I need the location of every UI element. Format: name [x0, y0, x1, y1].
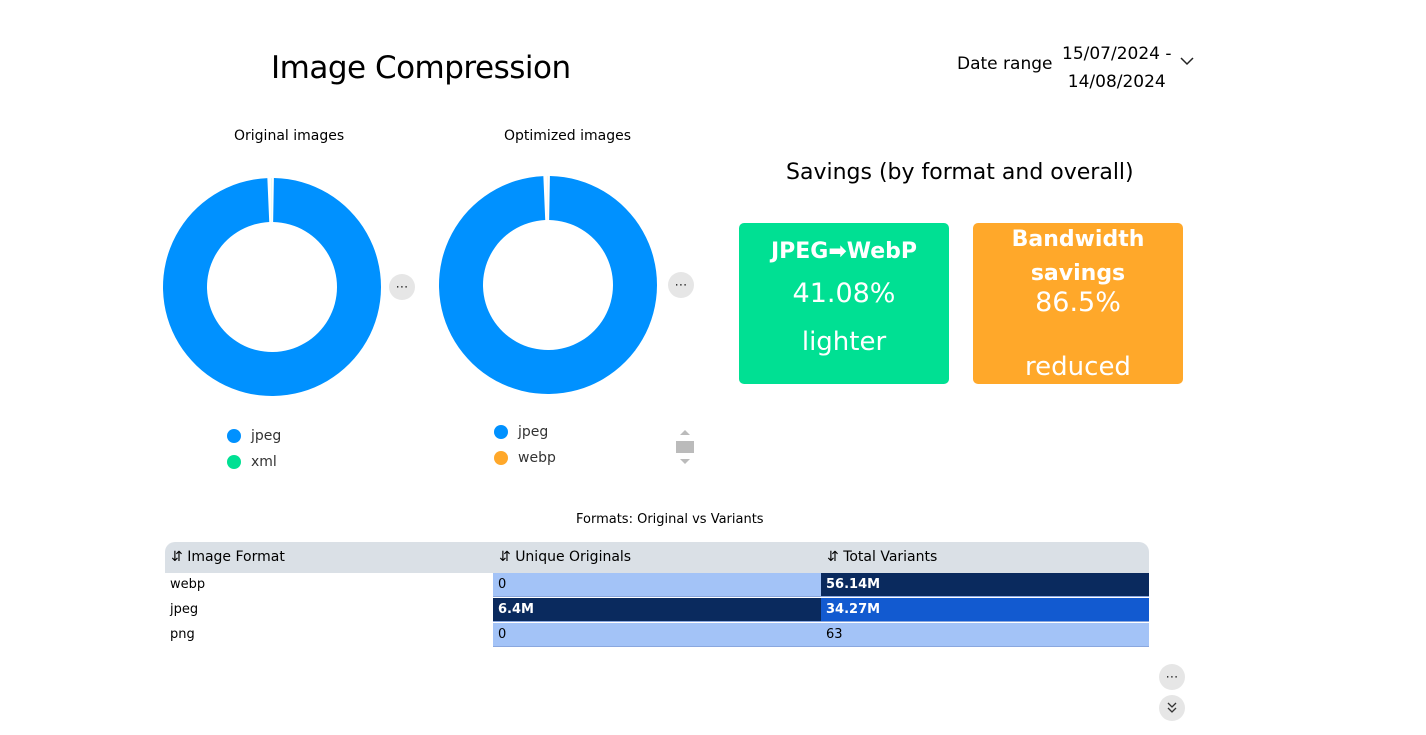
- card-value: 41.08%: [792, 278, 896, 309]
- date-end: 14/08/2024: [1067, 72, 1166, 92]
- table-cell: 56.14M: [821, 573, 1149, 597]
- donut-original: [162, 178, 381, 396]
- chevron-down-icon[interactable]: [1180, 56, 1194, 66]
- jpeg-webp-card: JPEG➡WebP 41.08% lighter: [739, 223, 949, 384]
- table-header: ⇵ Image Format ⇵ Unique Originals ⇵ Tota…: [165, 542, 1149, 573]
- table-cell: webp: [170, 577, 206, 592]
- page-title: Image Compression: [271, 50, 571, 86]
- more-options-button[interactable]: ⋯: [1159, 664, 1185, 690]
- table-row: png 0 63: [165, 623, 1149, 647]
- expand-button[interactable]: [1159, 695, 1185, 721]
- table-cell: png: [170, 627, 195, 642]
- column-header-format[interactable]: ⇵ Image Format: [171, 549, 285, 565]
- date-range-label: Date range: [957, 54, 1053, 74]
- table-cell: jpeg: [170, 602, 199, 617]
- chart-title-original: Original images: [234, 128, 345, 144]
- slice-jpeg[interactable]: [439, 176, 657, 394]
- table-cell: 0: [493, 573, 821, 597]
- sort-icon: ⇵: [499, 549, 511, 565]
- card-sub: lighter: [801, 327, 887, 357]
- legend-dot: [227, 455, 241, 469]
- more-options-button[interactable]: ⋯: [668, 272, 694, 298]
- legend-label: webp: [518, 450, 556, 466]
- sort-icon: ⇵: [171, 549, 183, 565]
- legend-item: xml: [227, 449, 281, 475]
- card-heading: Bandwidth savings: [1011, 227, 1145, 286]
- table-cell: 6.4M: [493, 598, 821, 622]
- more-options-button[interactable]: ⋯: [389, 274, 415, 300]
- legend-item: webp: [494, 445, 556, 471]
- table-row: webp 0 56.14M: [165, 573, 1149, 597]
- table-cell: 34.27M: [821, 598, 1149, 622]
- date-range-dropdown[interactable]: 15/07/2024 - 14/08/2024: [1062, 40, 1172, 96]
- table-cell: 63: [821, 623, 1149, 647]
- card-value: 86.5%: [1035, 287, 1121, 318]
- double-chevron-down-icon: [1167, 702, 1177, 713]
- legend-scroll-control[interactable]: [675, 427, 695, 467]
- legend-label: jpeg: [518, 424, 549, 440]
- savings-title: Savings (by format and overall): [786, 160, 1134, 185]
- slice-jpeg[interactable]: [162, 178, 381, 396]
- column-header-originals[interactable]: ⇵ Unique Originals: [499, 549, 632, 565]
- card-heading: JPEG➡WebP: [770, 239, 918, 264]
- legend-item: jpeg: [494, 419, 556, 445]
- card-sub: reduced: [1025, 352, 1131, 382]
- table-row: jpeg 6.4M 34.27M: [165, 598, 1149, 622]
- legend-label: jpeg: [251, 428, 282, 444]
- bandwidth-card: Bandwidth savings 86.5% reduced: [973, 223, 1183, 384]
- legend-dot: [494, 425, 508, 439]
- column-header-variants[interactable]: ⇵ Total Variants: [827, 549, 938, 565]
- legend-label: xml: [251, 454, 277, 470]
- legend-item: jpeg: [227, 423, 281, 449]
- date-start: 15/07/2024 -: [1062, 44, 1172, 64]
- legend-dot: [494, 451, 508, 465]
- table-title: Formats: Original vs Variants: [576, 512, 764, 527]
- donut-optimized: [439, 176, 657, 394]
- table-cell: 0: [493, 623, 821, 647]
- legend-dot: [227, 429, 241, 443]
- sort-icon: ⇵: [827, 549, 839, 565]
- chart-title-optimized: Optimized images: [504, 128, 632, 144]
